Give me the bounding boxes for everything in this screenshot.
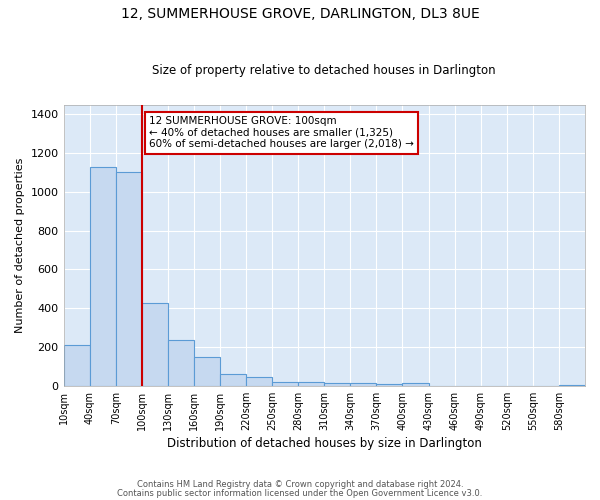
Text: Contains HM Land Registry data © Crown copyright and database right 2024.: Contains HM Land Registry data © Crown c… [137, 480, 463, 489]
Bar [220, 374, 246, 386]
Bar [298, 382, 324, 386]
Bar [116, 172, 142, 386]
Bar [194, 357, 220, 386]
Text: 12 SUMMERHOUSE GROVE: 100sqm
← 40% of detached houses are smaller (1,325)
60% of: 12 SUMMERHOUSE GROVE: 100sqm ← 40% of de… [149, 116, 413, 150]
Y-axis label: Number of detached properties: Number of detached properties [15, 158, 25, 333]
Text: Contains public sector information licensed under the Open Government Licence v3: Contains public sector information licen… [118, 490, 482, 498]
Bar [324, 384, 350, 386]
Bar [272, 382, 298, 386]
Bar [403, 384, 428, 386]
Title: Size of property relative to detached houses in Darlington: Size of property relative to detached ho… [152, 64, 496, 77]
Text: 12, SUMMERHOUSE GROVE, DARLINGTON, DL3 8UE: 12, SUMMERHOUSE GROVE, DARLINGTON, DL3 8… [121, 8, 479, 22]
X-axis label: Distribution of detached houses by size in Darlington: Distribution of detached houses by size … [167, 437, 482, 450]
Bar [350, 383, 376, 386]
Bar [246, 377, 272, 386]
Bar [64, 345, 89, 386]
Bar [376, 384, 403, 386]
Bar [89, 166, 116, 386]
Bar [142, 304, 168, 386]
Bar [168, 340, 194, 386]
